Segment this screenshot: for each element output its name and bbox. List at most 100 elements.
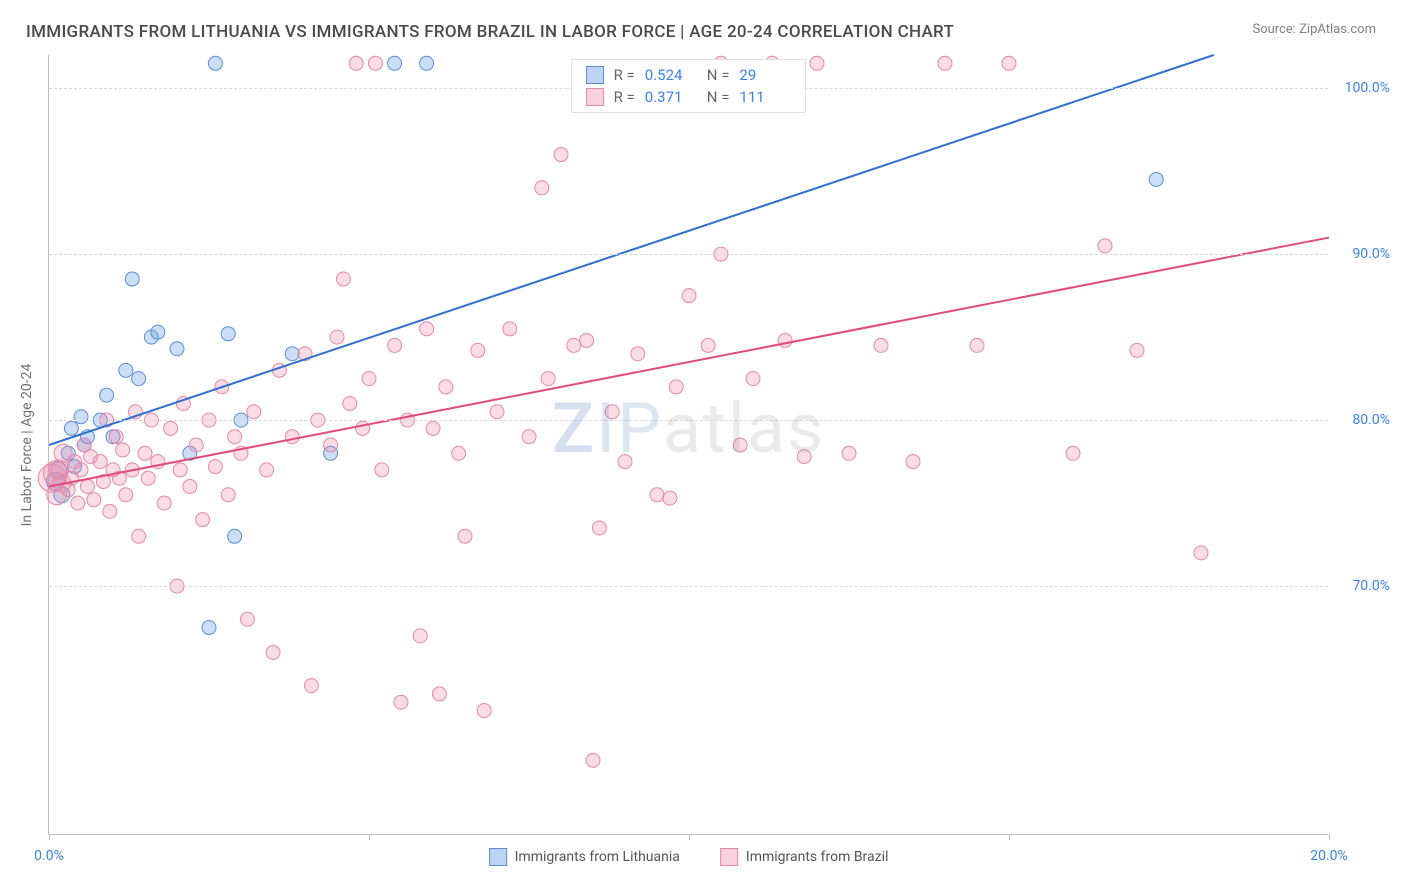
data-point-brazil — [138, 446, 152, 460]
y-axis-title: In Labor Force | Age 20-24 — [19, 363, 35, 526]
data-point-brazil — [103, 504, 117, 518]
data-point-brazil — [567, 338, 581, 352]
data-point-brazil — [116, 443, 130, 457]
chart-title: IMMIGRANTS FROM LITHUANIA VS IMMIGRANTS … — [26, 22, 954, 42]
data-point-brazil — [109, 430, 123, 444]
data-point-lithuania — [100, 388, 114, 402]
data-point-brazil — [1002, 56, 1016, 70]
data-point-brazil — [778, 333, 792, 347]
data-point-lithuania — [119, 363, 133, 377]
data-point-brazil — [586, 753, 600, 767]
data-point-lithuania — [285, 347, 299, 361]
data-point-brazil — [580, 333, 594, 347]
n-value-lithuania: 29 — [739, 66, 791, 84]
x-tick-label: 20.0% — [1310, 848, 1348, 864]
data-point-brazil — [650, 488, 664, 502]
data-point-brazil — [285, 430, 299, 444]
data-point-brazil — [119, 488, 133, 502]
n-value-brazil: 111 — [739, 88, 791, 106]
data-point-brazil — [74, 463, 88, 477]
data-point-brazil — [938, 56, 952, 70]
data-point-brazil — [93, 455, 107, 469]
data-point-brazil — [228, 430, 242, 444]
data-point-lithuania — [151, 325, 165, 339]
data-point-brazil — [701, 338, 715, 352]
y-tick-label: 70.0% — [1352, 578, 1390, 594]
data-point-brazil — [189, 438, 203, 452]
data-point-brazil — [87, 493, 101, 507]
stats-legend: R = 0.524 N = 29 R = 0.371 N = 111 — [571, 59, 807, 113]
data-point-brazil — [490, 405, 504, 419]
data-point-brazil — [173, 463, 187, 477]
data-point-brazil — [132, 529, 146, 543]
data-point-brazil — [605, 405, 619, 419]
data-point-lithuania — [202, 621, 216, 635]
data-point-brazil — [196, 513, 210, 527]
data-point-brazil — [797, 450, 811, 464]
data-point-lithuania — [228, 529, 242, 543]
data-point-brazil — [71, 496, 85, 510]
y-tick-label: 90.0% — [1352, 246, 1390, 262]
data-point-brazil — [842, 446, 856, 460]
r-value-lithuania: 0.524 — [645, 66, 697, 84]
data-point-brazil — [522, 430, 536, 444]
data-point-brazil — [452, 446, 466, 460]
data-point-brazil — [362, 372, 376, 386]
data-point-brazil — [663, 491, 677, 505]
data-point-lithuania — [420, 56, 434, 70]
data-point-brazil — [746, 372, 760, 386]
data-point-brazil — [1194, 546, 1208, 560]
data-point-brazil — [413, 629, 427, 643]
data-point-brazil — [388, 338, 402, 352]
data-point-brazil — [618, 455, 632, 469]
data-point-brazil — [906, 455, 920, 469]
data-point-brazil — [970, 338, 984, 352]
data-point-lithuania — [388, 56, 402, 70]
data-point-brazil — [240, 612, 254, 626]
legend-swatch-lithuania — [489, 848, 507, 866]
data-point-brazil — [141, 471, 155, 485]
data-point-lithuania — [1149, 172, 1163, 186]
legend-swatch-lithuania — [586, 66, 604, 84]
data-point-brazil — [349, 56, 363, 70]
regression-line-lithuania — [49, 55, 1214, 445]
data-point-brazil — [221, 488, 235, 502]
data-point-lithuania — [208, 56, 222, 70]
data-point-brazil — [330, 330, 344, 344]
data-point-brazil — [874, 338, 888, 352]
data-point-brazil — [375, 463, 389, 477]
y-tick-label: 80.0% — [1352, 412, 1390, 428]
data-point-brazil — [247, 405, 261, 419]
x-tick-label: 0.0% — [34, 848, 64, 864]
data-point-brazil — [336, 272, 350, 286]
legend-label-lithuania: Immigrants from Lithuania — [515, 849, 680, 865]
data-point-lithuania — [221, 327, 235, 341]
data-point-brazil — [541, 372, 555, 386]
data-point-brazil — [592, 521, 606, 535]
legend-swatch-brazil — [720, 848, 738, 866]
data-point-brazil — [1066, 446, 1080, 460]
data-point-brazil — [471, 343, 485, 357]
data-point-brazil — [554, 148, 568, 162]
data-point-lithuania — [64, 421, 78, 435]
data-point-brazil — [368, 56, 382, 70]
data-point-brazil — [810, 56, 824, 70]
data-point-brazil — [324, 438, 338, 452]
correlation-chart: IMMIGRANTS FROM LITHUANIA VS IMMIGRANTS … — [0, 0, 1406, 892]
data-point-brazil — [266, 645, 280, 659]
data-point-brazil — [503, 322, 517, 336]
regression-line-brazil — [49, 238, 1329, 487]
data-point-brazil — [682, 289, 696, 303]
data-point-lithuania — [125, 272, 139, 286]
data-point-brazil — [183, 479, 197, 493]
data-point-brazil — [535, 181, 549, 195]
legend-swatch-brazil — [586, 88, 604, 106]
data-point-lithuania — [170, 342, 184, 356]
r-value-brazil: 0.371 — [645, 88, 697, 106]
legend-label-brazil: Immigrants from Brazil — [746, 849, 889, 865]
data-point-brazil — [1098, 239, 1112, 253]
data-point-lithuania — [74, 410, 88, 424]
data-point-brazil — [80, 479, 94, 493]
data-point-brazil — [420, 322, 434, 336]
data-point-brazil — [432, 687, 446, 701]
